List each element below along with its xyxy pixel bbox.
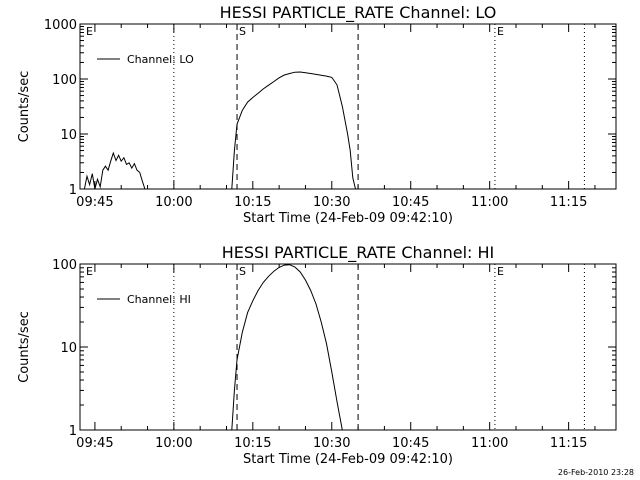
y-tick-label: 10 (60, 128, 77, 143)
plot-frame (79, 263, 617, 431)
x-tick-label: 10:30 (313, 436, 350, 451)
legend-label: Channel: LO (127, 53, 194, 66)
chart-title: HESSI PARTICLE_RATE Channel: LO (220, 3, 497, 23)
event-marker-label: E (497, 265, 504, 278)
x-tick-label: 11:00 (471, 195, 508, 210)
y-tick-label: 1 (69, 424, 77, 439)
x-tick-label: 10:00 (155, 436, 192, 451)
x-tick-label: 11:15 (550, 436, 587, 451)
x-tick-label: 10:45 (392, 436, 429, 451)
x-tick-label: 10:15 (234, 195, 271, 210)
y-tick-label: 100 (52, 73, 77, 88)
x-tick-label: 10:45 (392, 195, 429, 210)
x-tick-label: 10:30 (313, 195, 350, 210)
y-axis-label: Counts/sec (17, 311, 32, 383)
event-marker-label: S (239, 25, 246, 38)
chart-panel-2: HESSI PARTICLE_RATE Channel: HI 09:45 10:0… (17, 243, 617, 467)
footer-timestamp: 26-Feb-2010 23:28 (557, 468, 634, 477)
legend-label: Channel: HI (127, 293, 191, 306)
y-tick-label: 1 (69, 183, 77, 198)
chart-panel-1: HESSI PARTICLE_RATE Channel: LO 09:45 10:0… (17, 3, 617, 226)
y-tick-label: 1000 (44, 18, 77, 33)
x-axis-label: Start Time (24-Feb-09 09:42:10) (243, 211, 453, 226)
event-marker-label: E (497, 25, 504, 38)
event-marker-label: E (86, 25, 93, 38)
event-marker-label: E (86, 265, 93, 278)
x-tick-label: 11:00 (471, 436, 508, 451)
x-tick-label: 09:45 (76, 195, 113, 210)
chart-title: HESSI PARTICLE_RATE Channel: HI (222, 243, 495, 263)
x-tick-label: 09:45 (76, 436, 113, 451)
x-axis-label: Start Time (24-Feb-09 09:42:10) (243, 452, 453, 467)
y-tick-label: 10 (60, 341, 77, 356)
y-tick-label: 100 (52, 258, 77, 273)
x-tick-label: 11:15 (550, 195, 587, 210)
data-series-line (231, 264, 343, 431)
event-marker-label: S (239, 265, 246, 278)
x-tick-label: 10:00 (155, 195, 192, 210)
data-series-line (231, 71, 356, 190)
plot-frame (79, 23, 617, 190)
y-axis-label: Counts/sec (17, 71, 32, 143)
data-series-line (83, 151, 146, 190)
x-tick-label: 10:15 (234, 436, 271, 451)
